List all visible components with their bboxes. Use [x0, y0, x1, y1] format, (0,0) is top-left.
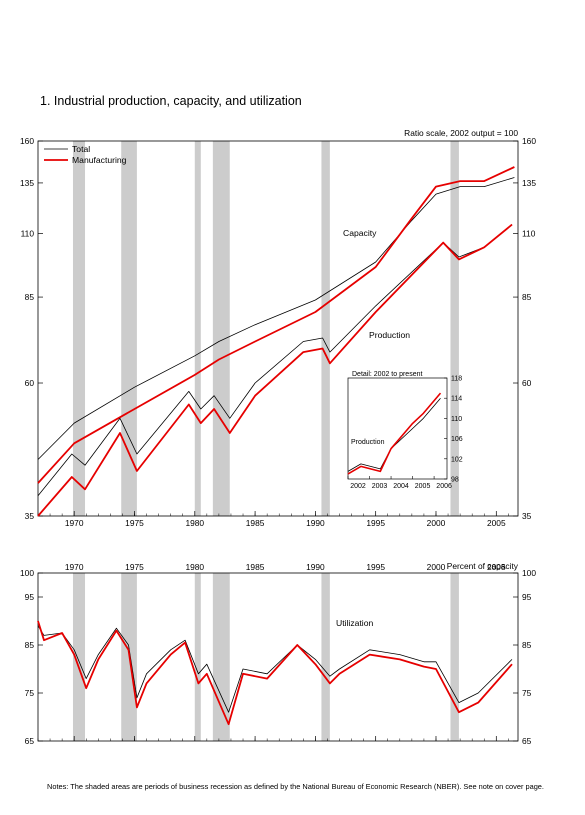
bottom-ytick-left-label-3: 95 [25, 592, 35, 602]
bottom-xtick-label-4: 1990 [306, 562, 325, 572]
top-scale-note: Ratio scale, 2002 output = 100 [404, 128, 518, 138]
notes: Notes: The shaded areas are periods of b… [47, 782, 544, 791]
top-xtick-label-4: 1990 [306, 518, 325, 528]
legend-manufacturing-label: Manufacturing [72, 155, 127, 165]
top-ytick-left-label-2: 85 [25, 292, 35, 302]
recession-band-bottom-2 [194, 573, 201, 741]
production-annotation: Production [369, 330, 410, 340]
inset-production-annotation: Production [351, 439, 385, 446]
capacity-annotation: Capacity [343, 228, 377, 238]
recession-band-bottom-3 [212, 573, 230, 741]
inset-title: Detail: 2002 to present [352, 371, 422, 378]
recession-band-top-2 [194, 141, 201, 516]
top-line-capacity-total [37, 177, 515, 460]
top-line-capacity-manufacturing [37, 166, 515, 484]
inset-ytick-label-3: 110 [451, 416, 462, 423]
top-ytick-left-label-3: 110 [21, 228, 35, 238]
bottom-xtick-label-7: 2005 [487, 562, 506, 572]
top-xtick-label-5: 1995 [366, 518, 385, 528]
top-ytick-right-label-4: 135 [522, 178, 536, 188]
bottom-xtick-label-6: 2000 [427, 562, 446, 572]
top-ytick-right-label-0: 35 [522, 511, 532, 521]
bottom-ytick-right-label-4: 100 [522, 568, 536, 578]
top-ytick-right-label-3: 110 [522, 228, 536, 238]
bottom-ytick-right-label-3: 95 [522, 592, 532, 602]
inset-ytick-label-4: 114 [451, 396, 462, 403]
recession-band-bottom-0 [72, 573, 86, 741]
bottom-ytick-left-label-1: 75 [25, 688, 35, 698]
recession-band-top-5 [450, 141, 459, 516]
bottom-line-manufacturing [37, 620, 513, 726]
top-xtick-label-1: 1975 [125, 518, 144, 528]
inset-ytick-label-0: 98 [451, 477, 459, 484]
top-ytick-right-label-2: 85 [522, 292, 532, 302]
top-xtick-label-6: 2000 [427, 518, 446, 528]
top-ytick-left-label-1: 60 [25, 378, 35, 388]
inset-line-manufacturing [347, 392, 442, 475]
bottom-xtick-label-2: 1980 [185, 562, 204, 572]
bottom-xtick-label-3: 1985 [246, 562, 265, 572]
inset-xtick-label-3: 2005 [415, 483, 431, 490]
inset-xtick-label-0: 2002 [350, 483, 366, 490]
top-xtick-label-7: 2005 [487, 518, 506, 528]
top-xtick-label-0: 1970 [65, 518, 84, 528]
page-title: 1. Industrial production, capacity, and … [40, 94, 302, 108]
top-ytick-right-label-5: 160 [522, 136, 536, 146]
bottom-ytick-left-label-0: 65 [25, 736, 35, 746]
top-ytick-right-label-1: 60 [522, 378, 532, 388]
top-ytick-left-label-5: 160 [20, 136, 34, 146]
bottom-plot-frame [37, 572, 519, 742]
top-ytick-left-label-4: 135 [20, 178, 34, 188]
inset-xtick-label-2: 2004 [393, 483, 409, 490]
recession-band-top-3 [212, 141, 230, 516]
inset-xtick-label-4: 2006 [436, 483, 452, 490]
inset-ytick-label-5: 118 [451, 376, 462, 383]
bottom-xtick-label-0: 1970 [65, 562, 84, 572]
top-xtick-label-2: 1980 [185, 518, 204, 528]
bottom-ytick-left-label-4: 100 [20, 568, 34, 578]
recession-band-bottom-4 [321, 573, 330, 741]
top-line-production-manufacturing [37, 223, 513, 517]
top-ytick-left-label-0: 35 [25, 511, 35, 521]
bottom-ytick-right-label-0: 65 [522, 736, 532, 746]
utilization-annotation: Utilization [336, 618, 373, 628]
bottom-line-total [37, 625, 513, 713]
bottom-ytick-right-label-2: 85 [522, 640, 532, 650]
top-plot-frame [37, 140, 519, 517]
bottom-xtick-label-1: 1975 [125, 562, 144, 572]
bottom-scale-note: Percent of capacity [447, 561, 519, 571]
bottom-xtick-label-5: 1995 [366, 562, 385, 572]
bottom-ytick-right-label-1: 75 [522, 688, 532, 698]
bottom-ytick-left-label-2: 85 [25, 640, 35, 650]
recession-band-top-4 [321, 141, 330, 516]
inset-xtick-label-1: 2003 [372, 483, 388, 490]
recession-band-top-1 [121, 141, 137, 516]
legend-total-label: Total [72, 144, 90, 154]
recession-band-bottom-5 [450, 573, 459, 741]
top-xtick-label-3: 1985 [246, 518, 265, 528]
inset-ytick-label-1: 102 [451, 456, 463, 463]
inset-ytick-label-2: 106 [451, 436, 463, 443]
inset-frame [347, 377, 448, 480]
